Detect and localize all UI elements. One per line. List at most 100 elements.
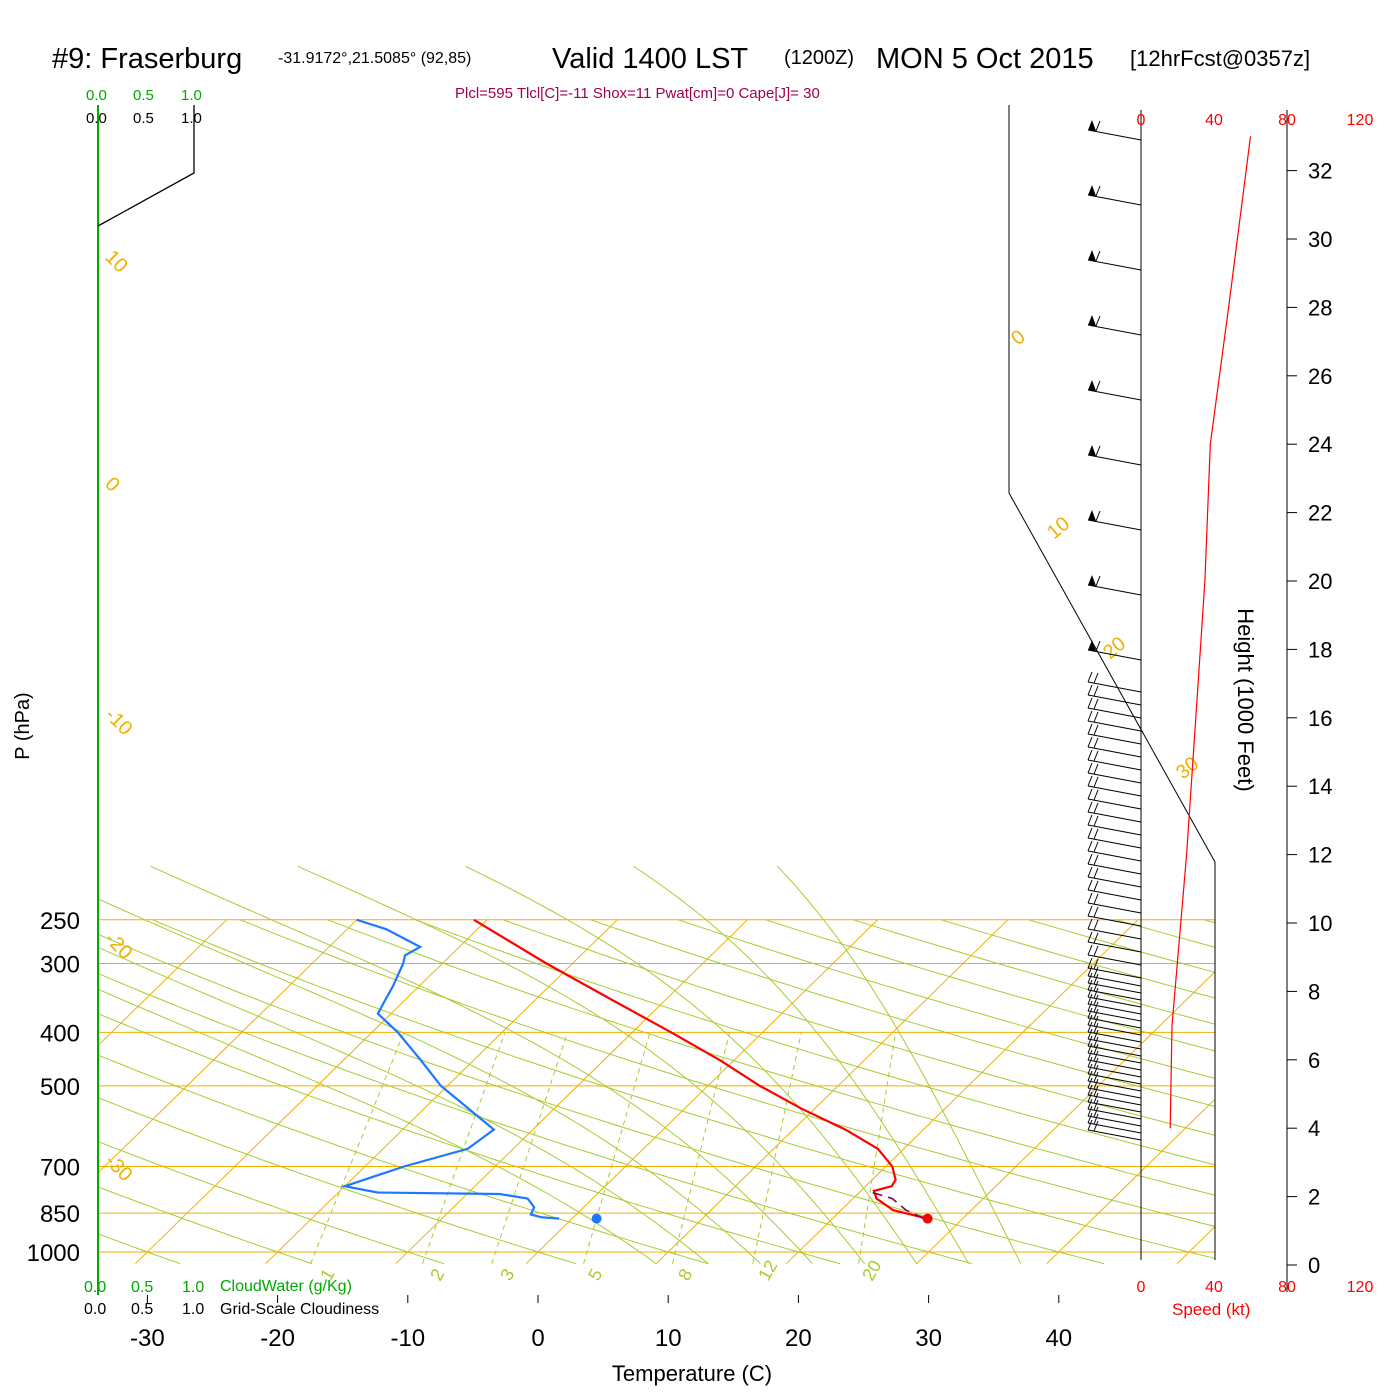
isotherm-line	[98, 919, 227, 1047]
isotherm-line	[786, 919, 1139, 1265]
wind-barb-feather	[1093, 828, 1099, 840]
wind-barb-staff	[1087, 454, 1142, 466]
speed-tick-bottom: 40	[1205, 1279, 1223, 1296]
wind-barb-feather	[1087, 979, 1093, 991]
height-tick-label: 26	[1308, 364, 1332, 389]
wind-barb-staff	[1087, 975, 1142, 987]
height-tick-label: 2	[1308, 1185, 1320, 1210]
wind-barb-feather	[1093, 973, 1099, 985]
wind-barb-feather	[1087, 1042, 1093, 1054]
cloud-scale-bottom-black-2: 1.0	[182, 1301, 204, 1318]
sounding-profiles	[340, 918, 933, 1224]
forecast-date: MON 5 Oct 2015	[876, 43, 1094, 75]
wind-barb-feather	[1093, 711, 1099, 723]
cloud-scale-top-black-0: 0.0	[86, 110, 107, 127]
cloud-scale-top-green-2: 1.0	[181, 87, 202, 104]
wind-barb-staff	[1087, 954, 1142, 966]
x-tick-label: 40	[1045, 1325, 1072, 1352]
isotherm-line	[655, 919, 1009, 1265]
wind-barb-staff	[1087, 928, 1142, 940]
wind-barb-feather	[1087, 1091, 1093, 1103]
wind-barb-staff	[1087, 733, 1142, 745]
wind-barb-feather	[1093, 893, 1099, 905]
mixing-ratio-label: 5	[584, 1265, 606, 1284]
wind-barb-feather	[1087, 1056, 1093, 1068]
wind-barb-feather	[1093, 980, 1099, 992]
height-tick-label: 12	[1308, 843, 1332, 868]
wind-barb-feather	[1093, 958, 1099, 970]
wind-barb-feather	[1087, 801, 1093, 813]
wind-barb-feather	[1093, 1001, 1099, 1013]
wind-barb-feather	[1087, 671, 1093, 683]
wind-barb-flag	[1088, 380, 1096, 391]
wind-barb-feather	[1093, 815, 1099, 827]
wind-barb-staff	[1087, 824, 1142, 836]
isotherm-label: -30	[100, 1150, 136, 1186]
mixing-ratio-label: 12	[754, 1257, 781, 1284]
wind-barb-staff	[1087, 720, 1142, 732]
isotherm-line	[916, 971, 1215, 1265]
wind-barb-feather	[1087, 1035, 1093, 1047]
wind-barb-feather	[1087, 944, 1093, 956]
mixing-ratio-lines	[310, 1032, 897, 1264]
wind-barbs	[1087, 120, 1142, 1141]
wind-barb-feather	[1093, 854, 1099, 866]
isotherm-line	[1307, 920, 1400, 1264]
wind-barb-feather	[1087, 749, 1093, 761]
height-tick-label: 18	[1308, 637, 1332, 662]
isotherm-lines	[98, 919, 1400, 1265]
isotherm-label: 20	[1099, 633, 1130, 664]
cloud-scale-bottom: 0.0 0.5 1.0 CloudWater (g/Kg) 0.0 0.5 1.…	[84, 1278, 379, 1318]
wind-barb-feather	[1093, 867, 1099, 879]
wind-barb-feather	[1087, 1070, 1093, 1082]
wind-barb-feather	[1087, 866, 1093, 878]
height-tick-label: 16	[1308, 706, 1332, 731]
pressure-tick-label: 300	[40, 952, 80, 979]
wind-barb-feather	[1087, 879, 1093, 891]
valid-time: Valid 1400 LST	[552, 43, 748, 75]
wind-barb-feather	[1087, 775, 1093, 787]
wind-barb-staff	[1087, 863, 1142, 875]
wind-barb-feather	[1095, 380, 1101, 392]
wind-barb-feather	[1087, 1049, 1093, 1061]
wind-barb-staff	[1087, 1038, 1142, 1050]
mixing-ratio-line	[422, 1032, 506, 1264]
moist-adiabat-line	[465, 865, 918, 1264]
wind-barb-feather	[1087, 788, 1093, 800]
x-tick-label: 30	[915, 1325, 942, 1352]
wind-barb-staff	[1087, 785, 1142, 797]
moist-adiabat-line	[297, 865, 865, 1264]
wind-barb-feather	[1093, 841, 1099, 853]
moist-adiabat-line	[777, 865, 1022, 1264]
dry-adiabat-line	[98, 1097, 577, 1265]
wind-barb-staff	[1087, 837, 1142, 849]
wind-barb-feather	[1087, 1112, 1093, 1124]
wind-barb-staff	[1087, 681, 1142, 693]
wind-barb-flag	[1088, 575, 1096, 586]
wind-barb-feather	[1087, 710, 1093, 722]
wind-barb-feather	[1087, 723, 1093, 735]
mixing-ratio-line	[672, 1032, 731, 1264]
wind-barb-feather	[1093, 1043, 1099, 1055]
wind-barb-feather	[1087, 1077, 1093, 1089]
wind-barb-feather	[1087, 1028, 1093, 1040]
wind-barb-flag	[1088, 315, 1096, 326]
wind-barb-feather	[1087, 840, 1093, 852]
wind-barb-feather	[1095, 445, 1101, 457]
height-tick-label: 8	[1308, 979, 1320, 1004]
dry-adiabat-line	[98, 1186, 313, 1265]
wind-barb-staff	[1087, 941, 1142, 953]
moist-adiabat-line	[98, 988, 657, 1265]
pressure-tick-label: 250	[40, 908, 80, 935]
wind-barb-staff	[1087, 649, 1142, 661]
dry-adiabat-line	[853, 919, 1215, 1025]
dry-adiabat-line	[590, 919, 1215, 1107]
pressure-tick-label: 400	[40, 1020, 80, 1047]
isotherm-label: 30	[1172, 753, 1203, 784]
cloud-scale-bottom-green-0: 0.0	[84, 1279, 106, 1296]
dry-adiabat-line	[240, 919, 1215, 1227]
wind-barb-feather	[1093, 1099, 1099, 1111]
dry-adiabat-line	[678, 919, 1215, 1079]
pressure-tick-label: 850	[40, 1201, 80, 1228]
wind-barb-feather	[1093, 698, 1099, 710]
